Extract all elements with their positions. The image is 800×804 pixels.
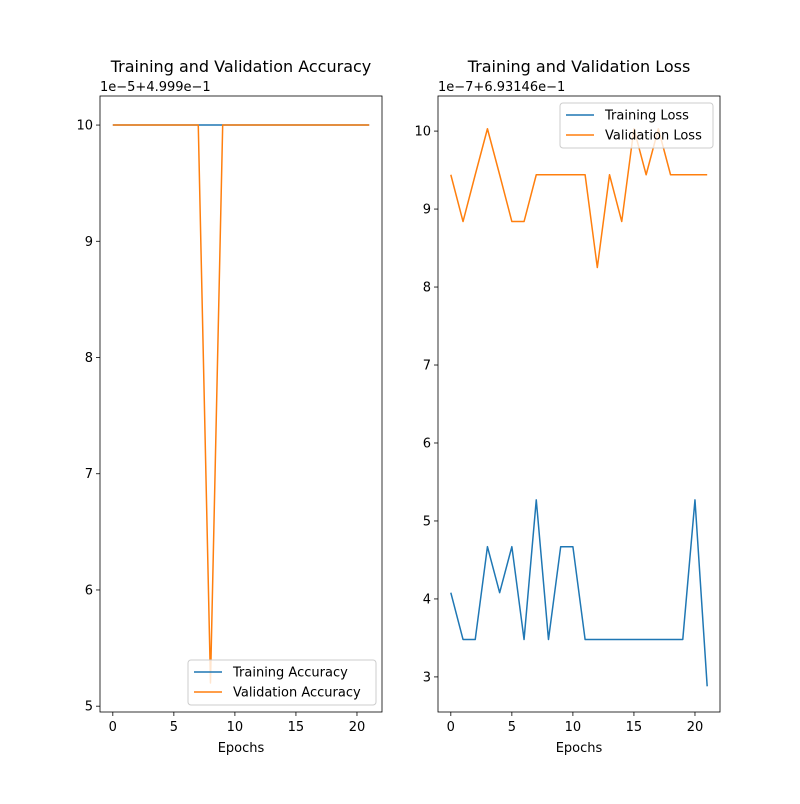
x-tick-label: 0 (447, 720, 455, 735)
legend-label: Training Loss (604, 109, 689, 124)
x-tick-label: 10 (565, 720, 582, 735)
y-tick-label: 7 (85, 467, 93, 482)
series-line-2 (450, 128, 708, 269)
y-tick-label: 5 (85, 700, 93, 715)
axis-offset-label: 1e−5+4.999e−1 (100, 80, 211, 95)
legend-box (559, 102, 714, 149)
legend: Training Accuracy Validation Accuracy (187, 659, 377, 706)
x-tick-label: 20 (687, 720, 704, 735)
axis-offset-label: 1e−7+6.93146e−1 (438, 80, 565, 95)
legend-label: Training Accuracy (232, 666, 348, 681)
y-tick-label: 9 (85, 235, 93, 250)
x-tick-label: 10 (227, 720, 244, 735)
chart-panel-1: 0 5 10 15 20 5 6 7 8 9 10 Training and Validation A… (76, 57, 383, 756)
series-line-2 (112, 124, 370, 684)
y-tick-label: 6 (85, 583, 93, 598)
y-tick-label: 6 (423, 436, 431, 451)
x-tick-label: 20 (349, 720, 366, 735)
x-tick-label: 15 (288, 720, 305, 735)
y-tick-label: 3 (423, 670, 431, 685)
legend-label: Validation Loss (605, 129, 702, 144)
x-tick-label: 5 (170, 720, 178, 735)
axes-frame (437, 95, 721, 713)
chart-title: Training and Validation Loss (467, 57, 691, 76)
legend: Training Loss Validation Loss (559, 102, 714, 149)
x-tick-label: 5 (508, 720, 516, 735)
chart-panel-2: 0 5 10 15 20 3 4 5 6 7 8 9 10 Training and Validation… (414, 57, 721, 756)
legend-box (187, 659, 377, 706)
y-tick-label: 8 (423, 281, 431, 296)
x-tick-label: 0 (109, 720, 117, 735)
y-tick-label: 8 (85, 351, 93, 366)
x-tick-label: 15 (626, 720, 643, 735)
y-tick-label: 4 (423, 592, 431, 607)
y-tick-label: 10 (414, 125, 431, 140)
y-tick-label: 5 (423, 514, 431, 529)
chart-title: Training and Validation Accuracy (110, 57, 372, 76)
x-axis-label: Epochs (218, 741, 265, 756)
y-tick-label: 9 (423, 203, 431, 218)
y-tick-label: 7 (423, 359, 431, 374)
legend-label: Validation Accuracy (233, 686, 361, 701)
y-tick-label: 10 (76, 119, 93, 134)
axes-frame (99, 95, 383, 713)
x-axis-label: Epochs (556, 741, 603, 756)
series-line-1 (450, 499, 708, 687)
